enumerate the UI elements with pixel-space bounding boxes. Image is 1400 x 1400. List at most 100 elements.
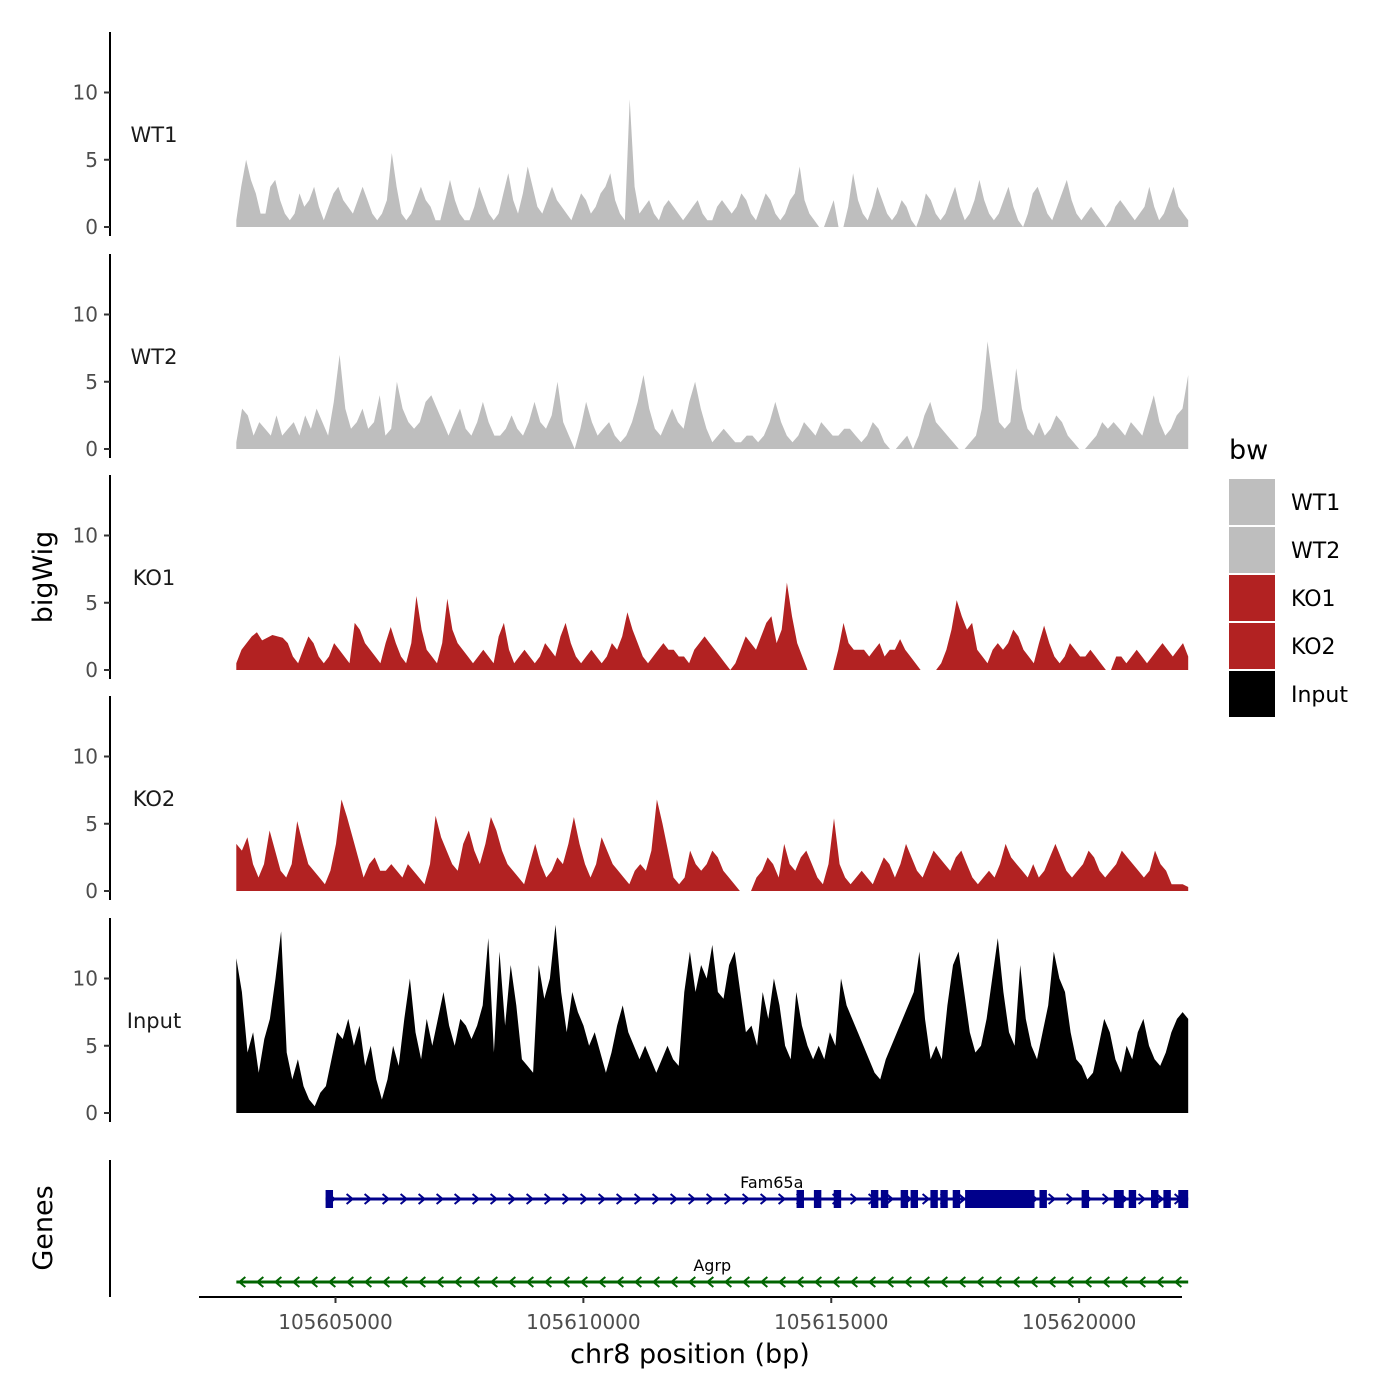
strand-arrow-Agrp-35 [867,1276,876,1288]
exon-Fam65a-14 [1113,1190,1124,1208]
area-series-KO2 [236,799,1189,891]
strand-arrow-Fam65a-45 [1137,1193,1147,1205]
y-tick-label-WT1-0: 0 [85,215,98,239]
strand-arrow-Fam65a-6 [435,1193,445,1205]
strand-arrow-Agrp-37 [903,1276,912,1288]
exon-Fam65a-3 [833,1190,842,1208]
strand-arrow-Agrp-43 [1011,1276,1020,1288]
exon-Fam65a-7 [910,1190,919,1208]
y-tick-label-WT2-5: 5 [85,370,98,394]
exon-Fam65a-4 [870,1190,879,1208]
strand-arrow-Agrp-24 [669,1276,678,1288]
panel-label-WT2: WT2 [131,345,178,369]
panel-label-WT1: WT1 [131,123,178,147]
y-tick-label-KO1-0: 0 [85,658,98,682]
strand-arrow-Fam65a-3 [381,1193,391,1205]
strand-arrow-Agrp-13 [471,1276,480,1288]
exon-Fam65a-15 [1128,1190,1137,1208]
gene-label-Fam65a: Fam65a [740,1173,803,1192]
strand-arrow-Agrp-46 [1065,1276,1074,1288]
strand-arrow-Agrp-26 [705,1276,714,1288]
strand-arrow-Agrp-47 [1083,1276,1092,1288]
strand-arrow-Agrp-19 [579,1276,588,1288]
strand-arrow-Fam65a-11 [525,1193,535,1205]
exon-Fam65a-16 [1151,1190,1159,1208]
strand-arrow-Fam65a-13 [561,1193,571,1205]
exon-Fam65a-10 [952,1190,961,1208]
y-tick-label-Input-0: 0 [85,1101,98,1125]
strand-arrow-Agrp-28 [741,1276,750,1288]
strand-arrow-Agrp-9 [399,1276,408,1288]
y-axis-title: bigWig [28,531,59,624]
y-tick-label-WT1-5: 5 [85,148,98,172]
y-tick-label-WT2-10: 10 [73,303,98,327]
strand-arrow-Fam65a-29 [849,1193,859,1205]
strand-arrow-Fam65a-16 [615,1193,625,1205]
strand-arrow-Fam65a-40 [1047,1193,1057,1205]
strand-arrow-Agrp-40 [957,1276,966,1288]
strand-arrow-Agrp-20 [597,1276,606,1288]
strand-arrow-Agrp-10 [417,1276,426,1288]
exon-Fam65a-11 [965,1190,1035,1208]
strand-arrow-Agrp-1 [255,1276,264,1288]
strand-arrow-Fam65a-35 [957,1193,967,1205]
strand-arrow-Agrp-29 [759,1276,768,1288]
strand-arrow-Fam65a-17 [633,1193,643,1205]
exon-Fam65a-5 [880,1190,889,1208]
strand-arrow-Fam65a-10 [507,1193,517,1205]
exon-Fam65a-12 [1039,1190,1047,1208]
strand-arrow-Fam65a-8 [471,1193,481,1205]
strand-arrow-Agrp-31 [795,1276,804,1288]
strand-arrow-Agrp-21 [615,1276,624,1288]
strand-arrow-Agrp-33 [831,1276,840,1288]
strand-arrow-Fam65a-24 [759,1193,769,1205]
strand-arrow-Agrp-36 [885,1276,894,1288]
exon-Fam65a-17 [1163,1190,1171,1208]
strand-arrow-Fam65a-31 [885,1193,895,1205]
legend-key-KO1 [1229,575,1275,621]
strand-arrow-Agrp-39 [939,1276,948,1288]
strand-arrow-Agrp-45 [1047,1276,1056,1288]
legend-label-KO2: KO2 [1291,635,1336,660]
strand-arrow-Fam65a-4 [399,1193,409,1205]
strand-arrow-Fam65a-9 [489,1193,499,1205]
strand-arrow-Agrp-32 [813,1276,822,1288]
y-tick-label-Input-10: 10 [73,967,98,991]
strand-arrow-Agrp-4 [309,1276,318,1288]
strand-arrow-Agrp-12 [453,1276,462,1288]
x-tick-label-105605000: 105605000 [278,1310,393,1334]
strand-arrow-Fam65a-7 [453,1193,463,1205]
strand-arrow-Agrp-0 [237,1276,246,1288]
strand-arrow-Agrp-8 [381,1276,390,1288]
legend-label-WT2: WT2 [1291,539,1340,564]
exon-Fam65a-6 [900,1190,909,1208]
exon-Fam65a-8 [930,1190,938,1208]
strand-arrow-Fam65a-15 [597,1193,607,1205]
y-tick-label-KO2-10: 10 [73,745,98,769]
strand-arrow-Agrp-6 [345,1276,354,1288]
strand-arrow-Agrp-16 [525,1276,534,1288]
strand-arrow-Agrp-2 [273,1276,282,1288]
strand-arrow-Fam65a-2 [363,1193,373,1205]
panel-label-Input: Input [127,1009,181,1033]
y-tick-label-KO2-0: 0 [85,879,98,903]
exon-Fam65a-2 [813,1190,822,1208]
strand-arrow-Agrp-50 [1137,1276,1146,1288]
legend-title: bw [1229,435,1268,466]
strand-arrow-Fam65a-25 [777,1193,787,1205]
strand-arrow-Agrp-41 [975,1276,984,1288]
x-axis-title: chr8 position (bp) [570,1339,810,1370]
strand-arrow-Agrp-52 [1173,1276,1182,1288]
strand-arrow-Agrp-23 [651,1276,660,1288]
legend-key-WT2 [1229,527,1275,573]
strand-arrow-Fam65a-20 [687,1193,697,1205]
strand-arrow-Agrp-48 [1101,1276,1110,1288]
panel-label-KO1: KO1 [133,566,176,590]
strand-arrow-Fam65a-41 [1065,1193,1075,1205]
strand-arrow-Agrp-49 [1119,1276,1128,1288]
exon-Fam65a-9 [940,1190,948,1208]
y-tick-label-KO1-5: 5 [85,591,98,615]
strand-arrow-Agrp-44 [1029,1276,1038,1288]
legend-label-WT1: WT1 [1291,491,1340,516]
